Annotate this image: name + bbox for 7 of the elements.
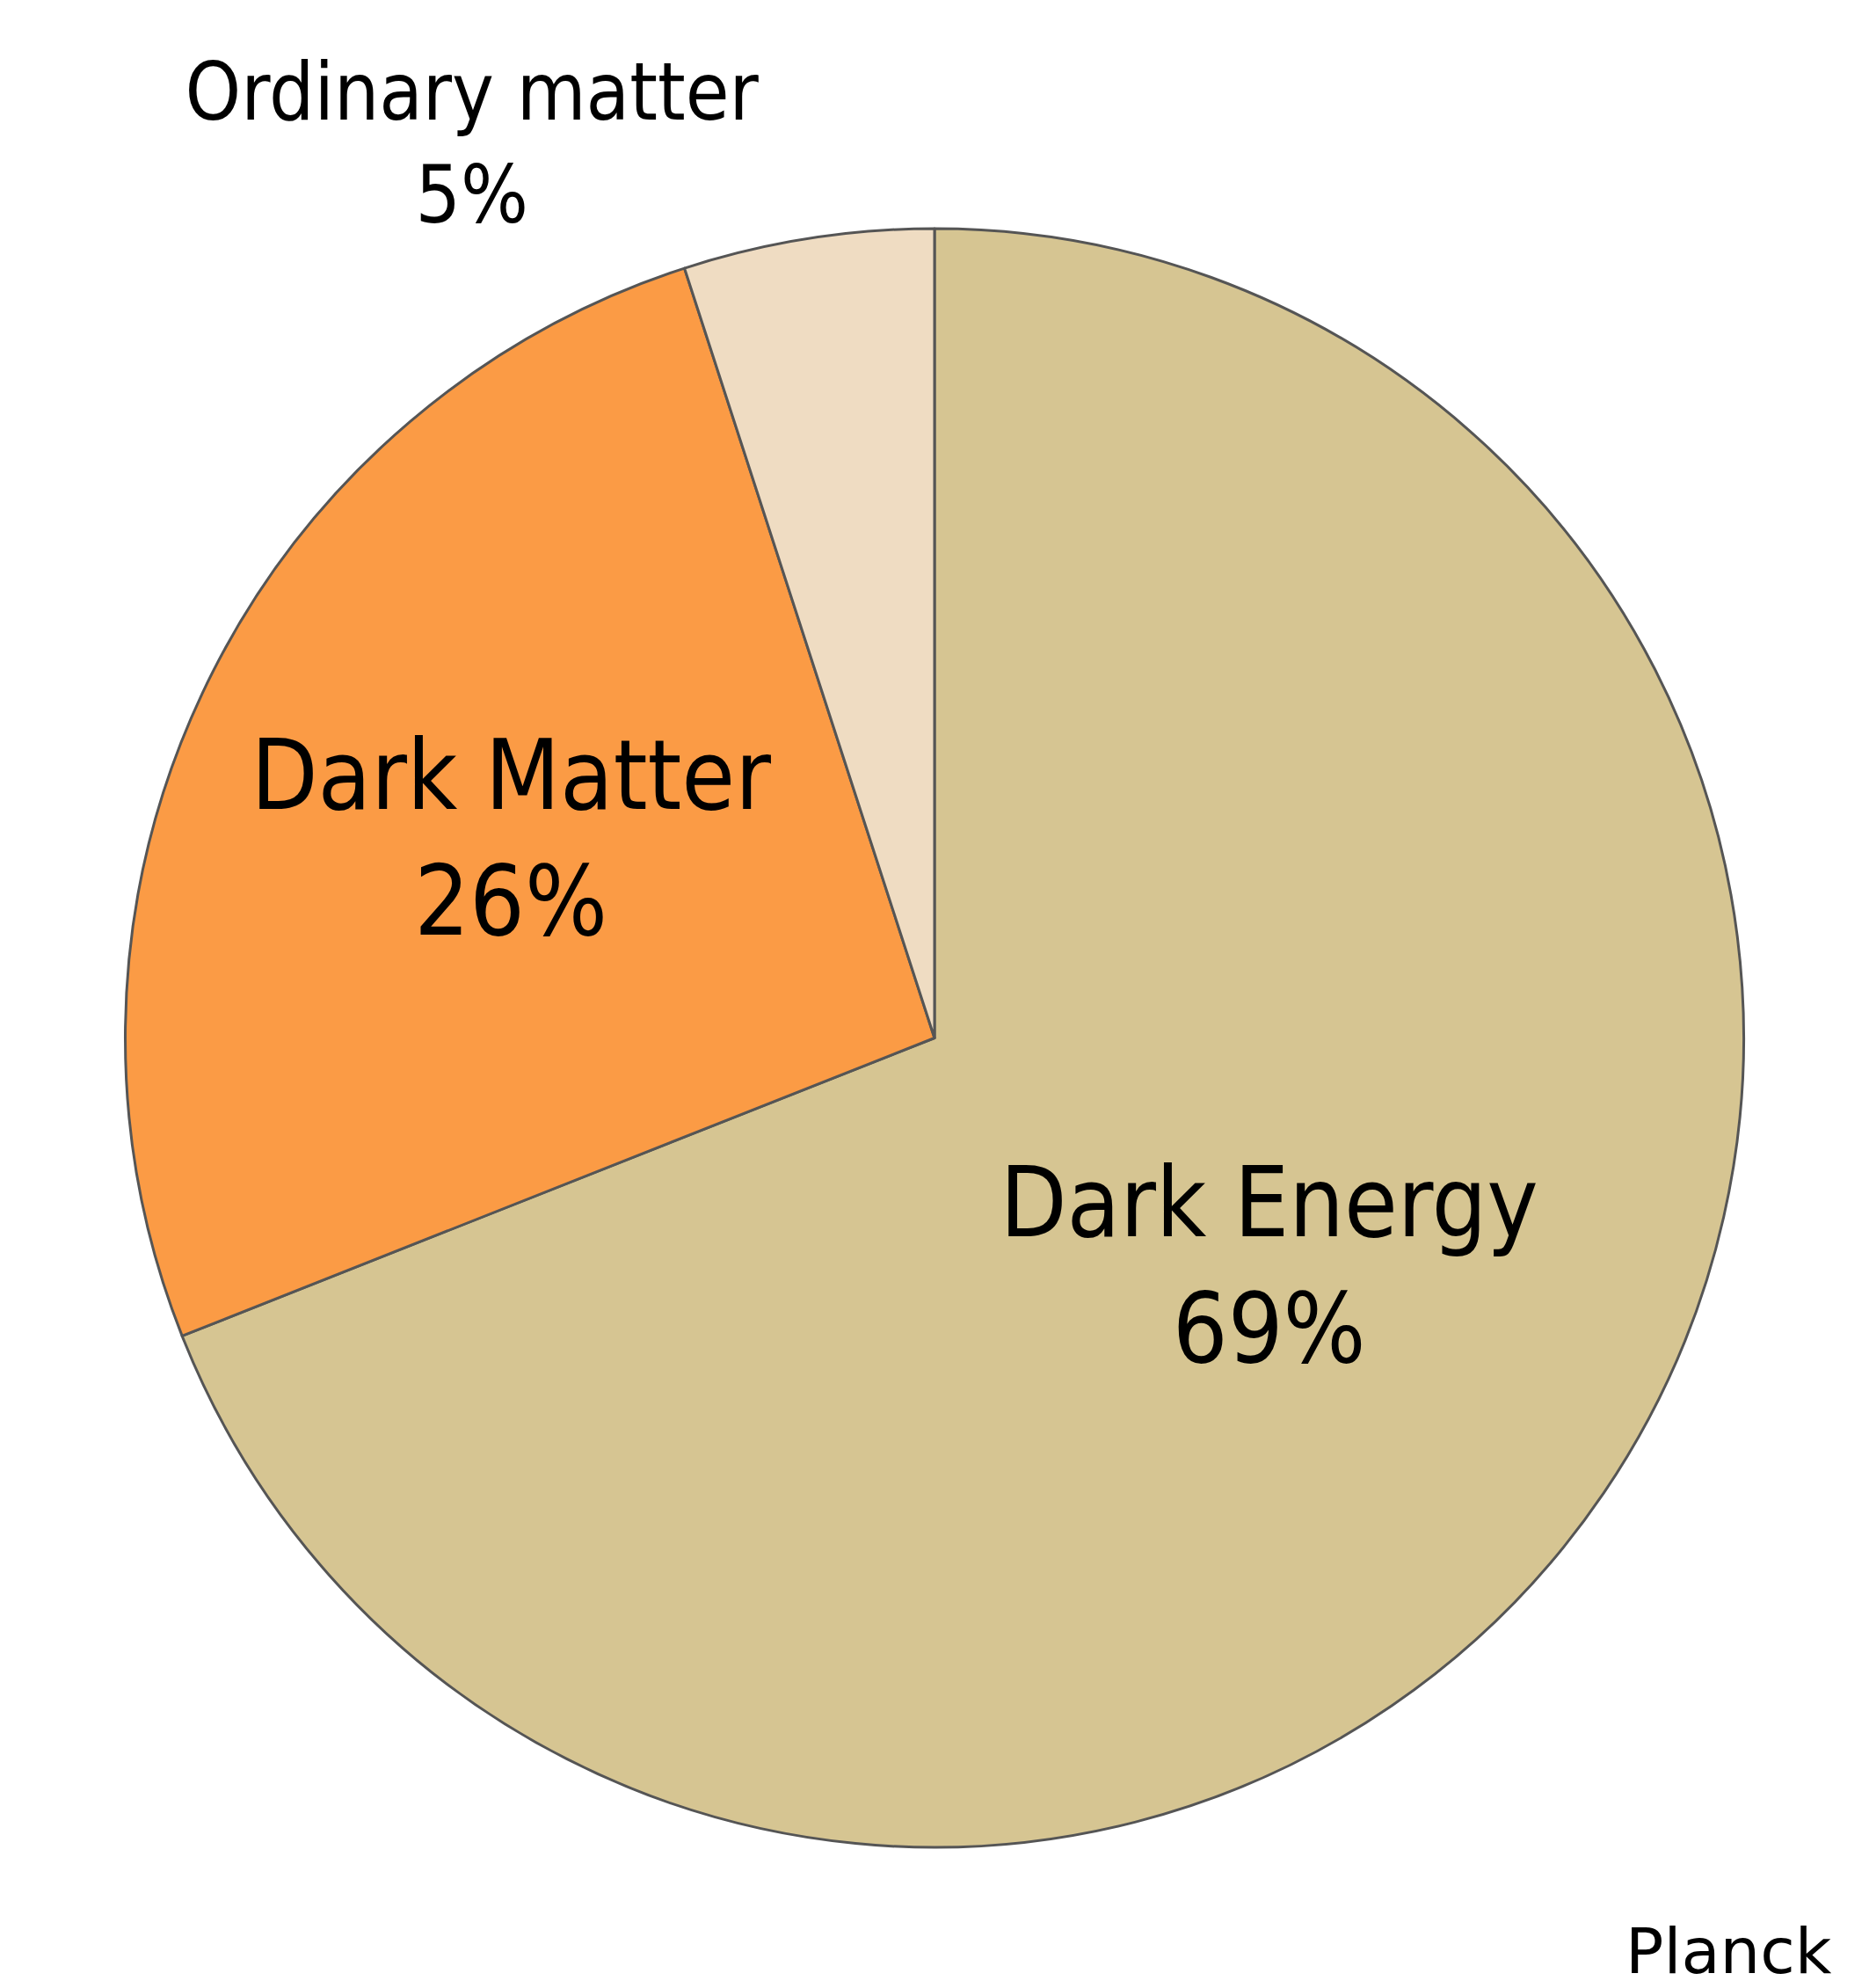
data-label: 5% — [415, 149, 528, 242]
data-label: 69% — [1172, 1271, 1366, 1385]
data-label: 26% — [414, 845, 608, 958]
text: Planck — [1625, 1914, 1832, 1988]
slice-label: Ordinary matter — [185, 46, 760, 139]
slice-label: Dark Energy — [1000, 1146, 1538, 1259]
slice-label: Dark Matter — [251, 719, 772, 833]
